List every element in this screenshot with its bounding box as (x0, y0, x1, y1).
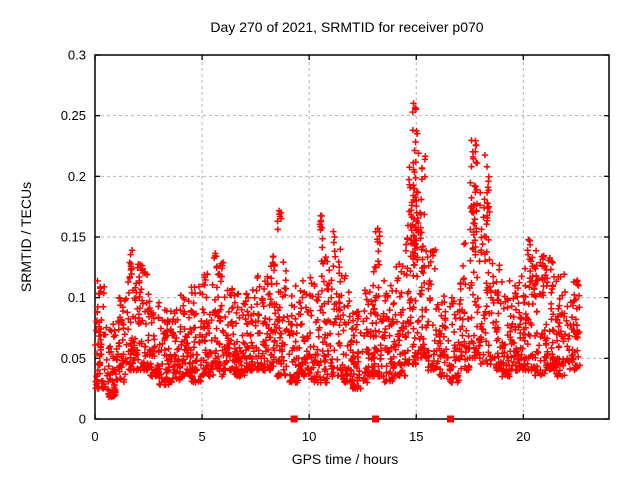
x-tick-label: 15 (409, 429, 423, 444)
data-points (92, 100, 584, 401)
tick-labels: 0 5 10 15 20 0 0.05 0.1 0.15 0.2 0.25 0.3 (61, 48, 531, 445)
y-tick-label: 0.3 (68, 48, 86, 63)
y-tick-label: 0.05 (61, 351, 86, 366)
x-axis-label: GPS time / hours (292, 451, 399, 467)
x-tick-label: 0 (91, 429, 98, 444)
chart-title: Day 270 of 2021, SRMTID for receiver p07… (210, 19, 483, 35)
x-tick-label: 5 (198, 429, 205, 444)
y-axis-label: SRMTID / TECUs (18, 182, 34, 292)
x-tick-label: 10 (302, 429, 316, 444)
axis-event-markers (290, 415, 455, 423)
axis-event-square (447, 415, 455, 423)
y-tick-label: 0.25 (61, 108, 86, 123)
y-tick-label: 0.1 (68, 290, 86, 305)
axis-event-square (290, 415, 298, 423)
y-tick-label: 0 (79, 412, 86, 427)
x-tick-label: 20 (516, 429, 530, 444)
scatter-series-srmtid (92, 100, 584, 401)
axis-ticks (94, 54, 609, 420)
y-tick-label: 0.2 (68, 169, 86, 184)
y-tick-label: 0.15 (61, 230, 86, 245)
axis-event-square (372, 415, 380, 423)
